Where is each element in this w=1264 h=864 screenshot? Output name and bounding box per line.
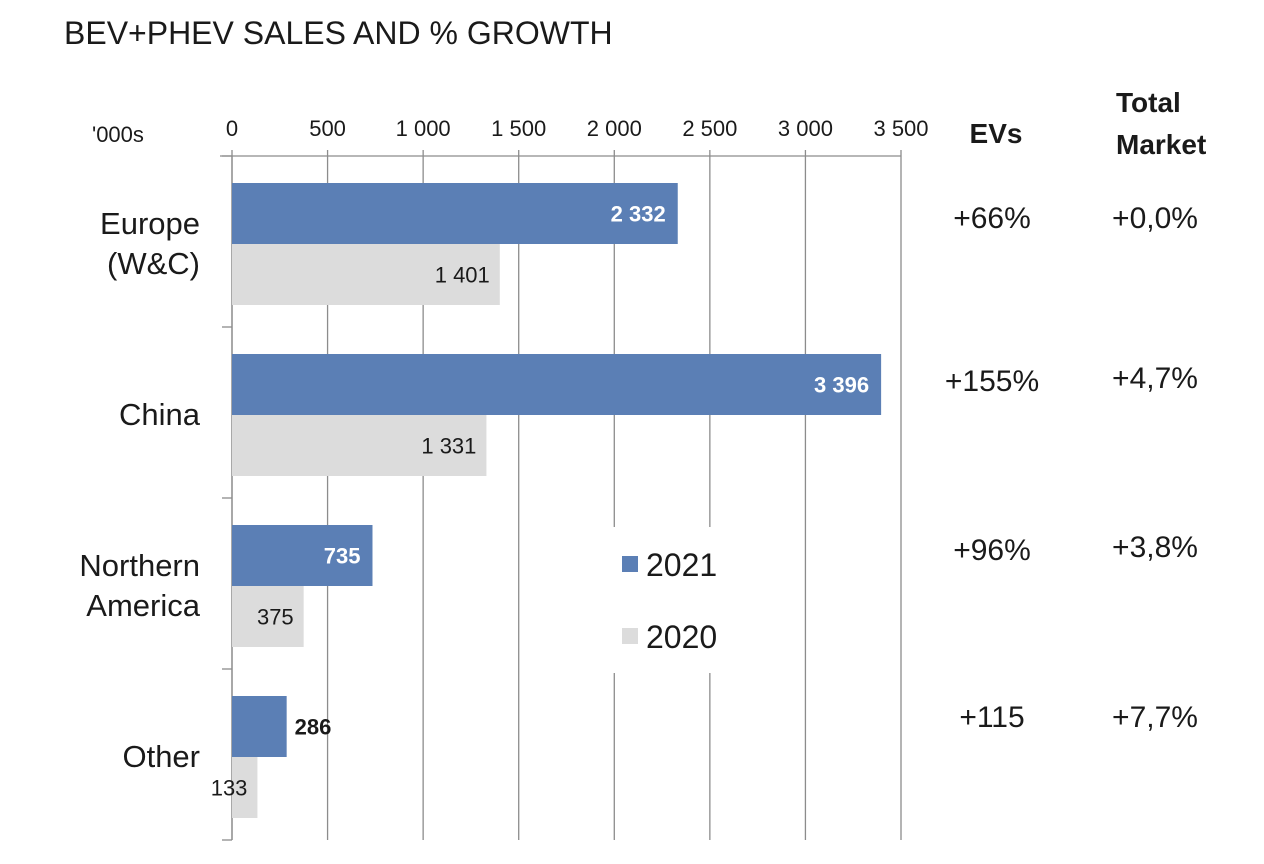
x-axis-ticks: 0 500 1 000 1 500 2 000 2 500 3 000 3 500 <box>226 116 929 141</box>
bars <box>232 183 882 818</box>
bar-2021-1 <box>232 354 882 415</box>
growth-columns: +66% +0,0% +155% +4,7% +96% +3,8% +115 +7,7% EVs… <box>945 87 1206 734</box>
total-growth-value: +0,0% <box>1112 202 1198 235</box>
bar-2020-1 <box>232 415 487 476</box>
unit-label: '000s <box>92 122 144 147</box>
total-growth-value: +7,7% <box>1112 701 1198 734</box>
chart-title: BEV+PHEV SALES AND % GROWTH <box>64 15 613 51</box>
x-tick-label: 0 <box>226 116 238 141</box>
bar-2020-3 <box>232 757 258 818</box>
category-label: Europe <box>100 206 200 241</box>
legend-swatch-2020 <box>622 628 638 644</box>
data-label-2021: 3 396 <box>814 373 869 398</box>
total-growth-value: +3,8% <box>1112 531 1198 564</box>
x-tick-label: 3 500 <box>873 116 928 141</box>
x-tick-label: 2 000 <box>587 116 642 141</box>
bar-2021-2 <box>232 525 373 586</box>
legend-box <box>612 527 715 673</box>
total-market-header: Market <box>1116 129 1206 160</box>
data-label-2020: 1 401 <box>435 263 490 288</box>
category-label: (W&C) <box>107 246 200 281</box>
data-label-2020: 375 <box>257 605 294 630</box>
ev-growth-value: +115 <box>959 701 1024 734</box>
ev-growth-value: +155% <box>945 365 1039 398</box>
data-label-2021: 2 332 <box>611 202 666 227</box>
x-tick-label: 3 000 <box>778 116 833 141</box>
data-label-2021: 735 <box>324 544 361 569</box>
legend: 2021 2020 <box>612 527 717 673</box>
legend-label-2021: 2021 <box>646 547 717 583</box>
bar-2021-3 <box>232 696 287 757</box>
data-label-2021: 286 <box>295 715 332 740</box>
data-label-2020: 133 <box>211 776 248 801</box>
bar-2020-2 <box>232 586 304 647</box>
x-tick-label: 2 500 <box>682 116 737 141</box>
x-tick-label: 1 500 <box>491 116 546 141</box>
ev-growth-value: +66% <box>953 202 1031 235</box>
ev-growth-value: +96% <box>953 534 1031 567</box>
category-labels: Europe (W&C) China Northern America Other <box>79 206 200 774</box>
data-label-2020: 1 331 <box>421 434 476 459</box>
bar-2021-0 <box>232 183 678 244</box>
x-tick-label: 500 <box>309 116 346 141</box>
bar-2020-0 <box>232 244 500 305</box>
x-tick-label: 1 000 <box>396 116 451 141</box>
category-label: China <box>119 397 201 432</box>
data-labels: 2 332 1 401 3 396 1 331 735 375 286 133 <box>211 202 869 801</box>
category-label: America <box>86 588 200 623</box>
total-growth-value: +4,7% <box>1112 362 1198 395</box>
legend-label-2020: 2020 <box>646 619 717 655</box>
total-market-header: Total <box>1116 87 1181 118</box>
evs-header: EVs <box>970 118 1023 149</box>
category-label: Other <box>122 739 200 774</box>
category-label: Northern <box>79 548 200 583</box>
legend-swatch-2021 <box>622 556 638 572</box>
